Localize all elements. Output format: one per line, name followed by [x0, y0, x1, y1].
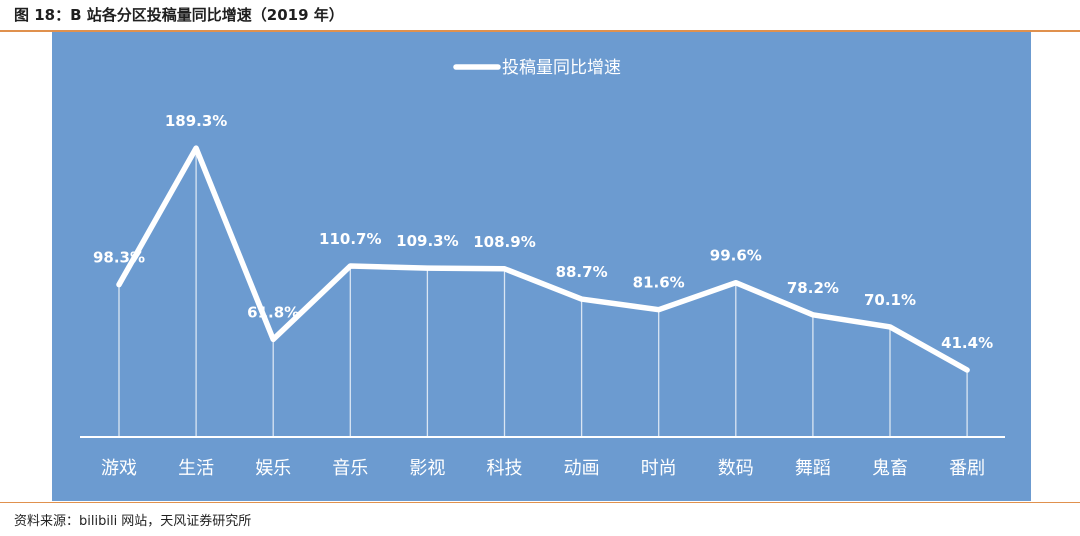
data-label: 98.3% [93, 249, 145, 267]
x-tick-label: 数码 [718, 458, 754, 479]
series-line [116, 145, 970, 373]
data-labels: 98.3% 189.3% 61.8% 110.7% 109.3% 108.9% 88.7% 8… [93, 112, 993, 352]
data-label: 110.7% [319, 230, 381, 248]
chart-panel: 98.3% 189.3% 61.8% 110.7% 109.3% 108.9% 88.7% 8… [52, 32, 1031, 501]
bottom-rule [0, 502, 1080, 503]
x-tick-label: 时尚 [641, 458, 677, 479]
data-label: 108.9% [473, 233, 535, 251]
line-chart: 98.3% 189.3% 61.8% 110.7% 109.3% 108.9% 88.7% 8… [80, 58, 1005, 479]
source-note: 资料来源：bilibili 网站，天风证券研究所 [14, 514, 252, 529]
data-label: 70.1% [864, 291, 916, 309]
x-tick-label: 娱乐 [255, 458, 291, 479]
x-tick-labels: 游戏 生活 娱乐 音乐 影视 科技 动画 时尚 数码 舞蹈 鬼畜 番剧 [101, 458, 985, 479]
data-label: 88.7% [556, 263, 608, 281]
data-label: 61.8% [247, 303, 299, 321]
x-tick-label: 动画 [564, 458, 600, 479]
x-tick-label: 舞蹈 [795, 458, 831, 479]
x-tick-label: 科技 [487, 458, 523, 479]
data-label: 109.3% [396, 232, 458, 250]
x-tick-label: 番剧 [949, 458, 985, 479]
legend: 投稿量同比增速 [453, 58, 621, 78]
data-label: 189.3% [165, 112, 227, 130]
x-tick-label: 音乐 [332, 458, 368, 479]
legend-label: 投稿量同比增速 [502, 58, 621, 78]
figure-title: 图 18：B 站各分区投稿量同比增速（2019 年） [14, 6, 344, 24]
x-tick-label: 鬼畜 [872, 458, 908, 479]
data-label: 99.6% [710, 247, 762, 265]
x-tick-label: 生活 [178, 458, 214, 479]
top-rule [0, 30, 1080, 32]
x-tick-label: 影视 [409, 458, 445, 479]
drop-lines [118, 148, 968, 437]
data-label: 81.6% [633, 274, 685, 292]
x-tick-label: 游戏 [101, 458, 137, 479]
data-label: 41.4% [941, 334, 993, 352]
data-label: 78.2% [787, 279, 839, 297]
